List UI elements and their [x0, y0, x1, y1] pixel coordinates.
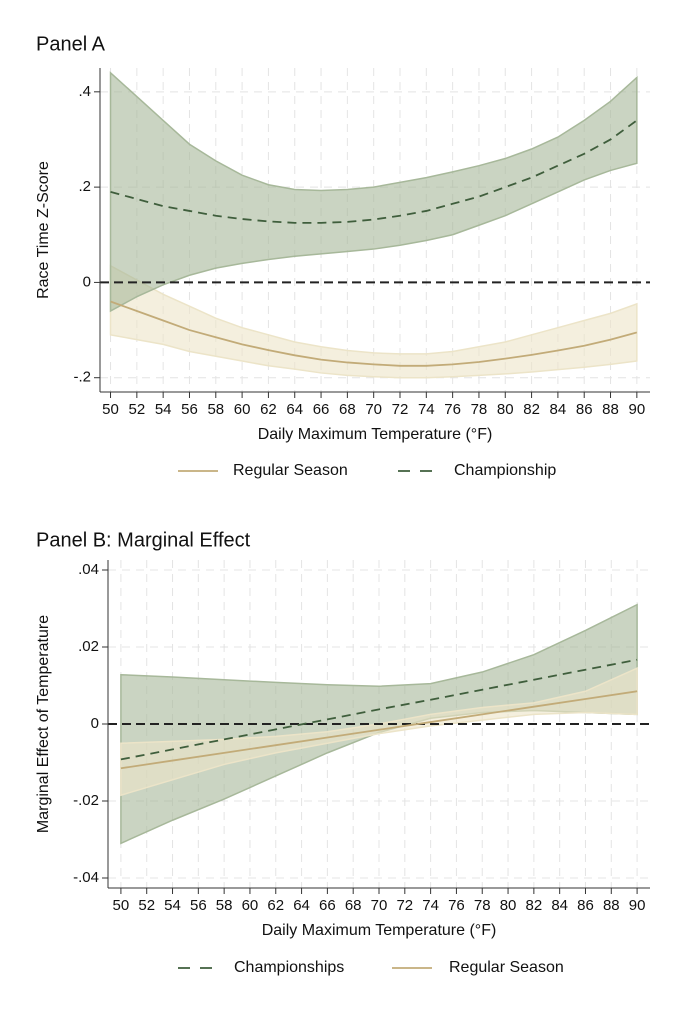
y-tick-label: .02 [78, 638, 99, 655]
legend-label: Regular Season [449, 959, 564, 976]
series-line [120, 658, 638, 761]
x-tick-label: 66 [313, 401, 330, 418]
x-tick-label: 70 [365, 401, 382, 418]
x-tick-label: 64 [293, 897, 310, 914]
x-tick-label: 56 [181, 401, 198, 418]
y-tick-label: .04 [78, 561, 99, 578]
x-tick-label: 86 [577, 897, 594, 914]
x-tick-label: 84 [551, 897, 568, 914]
x-tick-label: 90 [629, 897, 646, 914]
y-tick-label: .4 [78, 83, 91, 100]
series-line [110, 119, 638, 224]
x-tick-label: 52 [128, 401, 145, 418]
x-tick-label: 54 [164, 897, 181, 914]
confidence-band [109, 264, 638, 379]
y-axis-title: Marginal Effect of Temperature [35, 615, 52, 833]
x-tick-label: 88 [603, 897, 620, 914]
x-tick-label: 88 [602, 401, 619, 418]
x-tick-label: 80 [497, 401, 514, 418]
x-tick-label: 82 [526, 897, 543, 914]
x-tick-label: 58 [207, 401, 224, 418]
x-tick-label: 50 [102, 401, 119, 418]
x-tick-label: 84 [550, 401, 567, 418]
y-tick-label: 0 [91, 715, 99, 732]
x-tick-label: 62 [267, 897, 284, 914]
x-tick-label: 80 [500, 897, 517, 914]
x-tick-label: 90 [628, 401, 645, 418]
y-tick-label: -.02 [73, 792, 99, 809]
x-tick-label: 56 [190, 897, 207, 914]
x-tick-label: 78 [474, 897, 491, 914]
y-tick-label: -.04 [73, 869, 99, 886]
x-tick-label: 76 [448, 897, 465, 914]
x-tick-label: 70 [371, 897, 388, 914]
legend-label: Regular Season [233, 462, 348, 479]
x-tick-label: 54 [155, 401, 172, 418]
x-tick-label: 66 [319, 897, 336, 914]
confidence-band [109, 71, 638, 313]
x-tick-label: 78 [471, 401, 488, 418]
x-tick-label: 86 [576, 401, 593, 418]
x-tick-label: 60 [242, 897, 259, 914]
x-tick-label: 74 [422, 897, 439, 914]
series-line [110, 300, 638, 367]
legend-label: Championship [454, 462, 556, 479]
x-tick-label: 52 [138, 897, 155, 914]
panel-title: Panel A [36, 33, 106, 55]
x-tick-label: 82 [523, 401, 540, 418]
x-tick-label: 58 [216, 897, 233, 914]
y-tick-label: -.2 [73, 369, 91, 386]
x-tick-label: 72 [392, 401, 409, 418]
y-tick-label: 0 [83, 273, 91, 290]
y-axis-title: Race Time Z-Score [35, 161, 52, 299]
x-tick-label: 50 [113, 897, 130, 914]
x-tick-label: 60 [234, 401, 251, 418]
confidence-band [120, 667, 638, 797]
x-tick-label: 76 [444, 401, 461, 418]
x-tick-label: 68 [339, 401, 356, 418]
x-tick-label: 64 [286, 401, 303, 418]
panel-title: Panel B: Marginal Effect [36, 529, 251, 551]
x-axis-title: Daily Maximum Temperature (°F) [258, 426, 493, 443]
x-tick-label: 74 [418, 401, 435, 418]
legend-label: Championships [234, 959, 344, 976]
x-tick-label: 72 [396, 897, 413, 914]
x-tick-label: 68 [345, 897, 362, 914]
x-axis-title: Daily Maximum Temperature (°F) [262, 922, 497, 939]
x-tick-label: 62 [260, 401, 277, 418]
y-tick-label: .2 [78, 178, 91, 195]
series-line [120, 690, 638, 770]
